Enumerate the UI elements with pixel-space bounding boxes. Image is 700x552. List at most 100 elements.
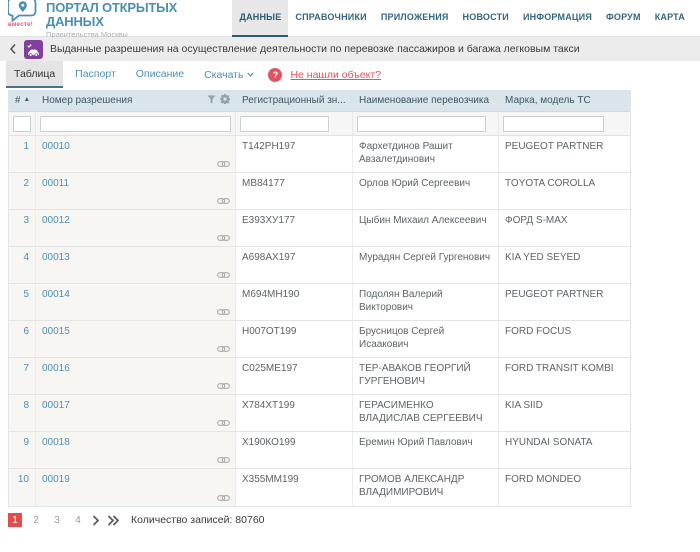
portal-logo[interactable]: вместе! ПОРТАЛ ОТКРЫТЫХ ДАННЫХ Правитель… — [7, 0, 232, 39]
nav-item[interactable]: ДАННЫЕ — [232, 0, 289, 37]
filter-input-model[interactable] — [503, 115, 604, 132]
registration-plate: Х190КО199 — [236, 432, 353, 468]
registration-plate: МВ84177 — [236, 173, 353, 209]
permit-number-link[interactable]: 00016 — [42, 363, 70, 374]
page-button[interactable]: 4 — [75, 514, 81, 526]
link-chain-icon[interactable] — [217, 234, 230, 242]
nav-item[interactable]: НОВОСТИ — [462, 12, 509, 22]
nav-item[interactable]: ФОРУМ — [606, 12, 641, 22]
main-nav: ДАННЫЕ СПРАВОЧНИКИ ПРИЛОЖЕНИЯ НОВОСТИ ИНФОРМ… — [232, 0, 692, 37]
table-row[interactable]: 6 00015 Н007ОТ199 Брусницов Сергей Исаак… — [9, 321, 630, 358]
tab[interactable]: Паспорт — [75, 67, 116, 80]
link-chain-icon[interactable] — [217, 308, 230, 316]
permit-number-link[interactable]: 00018 — [42, 437, 70, 448]
vehicle-model: PEUGEOT PARTNER — [505, 289, 604, 300]
carrier-name: Подолян Валерий Викторович — [353, 284, 499, 320]
table-row[interactable]: 10 00019 Х355ММ199 ГРОМОВ АЛЕКСАНДР ВЛАД… — [9, 469, 630, 506]
filter-input-carrier[interactable] — [357, 115, 486, 132]
permit-number-link[interactable]: 00010 — [42, 141, 70, 152]
download-button[interactable]: Скачать — [196, 61, 262, 88]
table-filter-row — [9, 112, 630, 136]
row-index-link[interactable]: 6 — [23, 326, 29, 337]
carrier-name: ГРОМОВ АЛЕКСАНДР ВЛАДИМИРОВИЧ — [353, 469, 499, 506]
column-header-model[interactable]: Марка, модель ТС — [505, 95, 591, 106]
filter-input-permit[interactable] — [40, 115, 231, 132]
registration-plate: А698АХ197 — [236, 247, 353, 283]
permit-number-link[interactable]: 00017 — [42, 400, 70, 411]
table-row[interactable]: 2 00011 МВ84177 Орлов Юрий Сергеевич TOY… — [9, 173, 630, 210]
table-header-row: # ▲ Номер разрешения Регистрационный зн.… — [9, 90, 630, 112]
filter-input-plate[interactable] — [240, 115, 329, 132]
nav-item[interactable]: КАРТА — [654, 12, 685, 22]
link-chain-icon[interactable] — [217, 271, 230, 279]
column-header-plate[interactable]: Регистрационный зн... — [242, 95, 346, 106]
page-button[interactable]: 2 — [33, 514, 39, 526]
table-row[interactable]: 8 00017 Х784ХТ199 ГЕРАСИМЕНКО ВЛАДИСЛАВ … — [9, 395, 630, 432]
link-chain-icon[interactable] — [217, 494, 230, 502]
table-row[interactable]: 7 00016 С025МЕ197 ТЕР-АВАКОВ ГЕОРГИЙ ГУР… — [9, 358, 630, 395]
permit-number-link[interactable]: 00012 — [42, 215, 70, 226]
link-chain-icon[interactable] — [217, 160, 230, 168]
permit-number-link[interactable]: 00011 — [42, 178, 70, 189]
vehicle-model: HYUNDAI SONATA — [505, 437, 593, 448]
link-chain-icon[interactable] — [217, 382, 230, 390]
filter-input-index[interactable] — [13, 115, 31, 132]
not-found-link[interactable]: Не нашли объект? — [290, 68, 382, 81]
gear-icon[interactable] — [220, 94, 231, 107]
sort-asc-icon[interactable]: ▲ — [23, 96, 30, 104]
row-index-link[interactable]: 1 — [23, 141, 29, 152]
column-header-index[interactable]: # ▲ — [9, 90, 36, 111]
registration-plate: М694МН190 — [236, 284, 353, 320]
site-header: вместе! ПОРТАЛ ОТКРЫТЫХ ДАННЫХ Правитель… — [0, 0, 700, 39]
link-chain-icon[interactable] — [217, 419, 230, 427]
row-index-link[interactable]: 7 — [23, 363, 29, 374]
vehicle-model: FORD TRANSIT KOMBI — [505, 363, 614, 374]
permit-number-link[interactable]: 00014 — [42, 289, 70, 300]
speech-bubble-pin-icon — [7, 0, 38, 26]
row-index-link[interactable]: 2 — [23, 178, 29, 189]
table-row[interactable]: 5 00014 М694МН190 Подолян Валерий Виктор… — [9, 284, 630, 321]
carrier-name: Мурадян Сергей Гургенович — [353, 247, 499, 283]
link-chain-icon[interactable] — [217, 456, 230, 464]
portal-subtitle: Правительства Москвы — [46, 29, 128, 39]
permit-number-link[interactable]: 00015 — [42, 326, 70, 337]
registration-plate: Т142РН197 — [236, 136, 353, 172]
link-chain-icon[interactable] — [217, 197, 230, 205]
next-page-icon[interactable] — [92, 514, 100, 526]
row-index-link[interactable]: 9 — [23, 437, 29, 448]
row-index-link[interactable]: 10 — [17, 474, 29, 485]
nav-item[interactable]: СПРАВОЧНИКИ — [295, 12, 367, 22]
back-button[interactable] — [9, 43, 17, 55]
page-button[interactable]: 3 — [54, 514, 60, 526]
permit-number-link[interactable]: 00013 — [42, 252, 70, 263]
vehicle-model: KIA YED SEYED — [505, 252, 581, 263]
row-index-link[interactable]: 4 — [23, 252, 29, 263]
help-icon[interactable]: ? — [268, 67, 283, 82]
nav-item[interactable]: ПРИЛОЖЕНИЯ — [380, 12, 449, 22]
nav-item[interactable]: ИНФОРМАЦИЯ — [522, 12, 593, 22]
tab[interactable]: Таблица — [6, 61, 64, 88]
taxi-dataset-icon — [24, 39, 43, 59]
last-page-icon[interactable] — [107, 514, 120, 526]
page-button[interactable]: 1 — [8, 513, 22, 527]
vehicle-model: FORD MONDEO — [505, 474, 582, 485]
vehicle-model: FORD FOCUS — [505, 326, 572, 337]
table-row[interactable]: 1 00010 Т142РН197 Фархетдинов Рашит Авза… — [9, 136, 630, 173]
permit-number-link[interactable]: 00019 — [42, 474, 70, 485]
carrier-name: ГЕРАСИМЕНКО ВЛАДИСЛАВ СЕРГЕЕВИЧ — [353, 395, 499, 431]
registration-plate: С025МЕ197 — [236, 358, 353, 394]
filter-funnel-icon[interactable] — [207, 94, 216, 107]
row-index-link[interactable]: 3 — [23, 215, 29, 226]
column-header-permit[interactable]: Номер разрешения — [36, 90, 236, 111]
table-row[interactable]: 4 00013 А698АХ197 Мурадян Сергей Гургено… — [9, 247, 630, 284]
column-header-carrier[interactable]: Наименование перевозчика — [359, 95, 490, 106]
dataset-titlebar: Выданные разрешения на осуществление дея… — [0, 37, 700, 61]
row-index-link[interactable]: 8 — [23, 400, 29, 411]
link-chain-icon[interactable] — [217, 345, 230, 353]
row-index-link[interactable]: 5 — [23, 289, 29, 300]
table-row[interactable]: 9 00018 Х190КО199 Еремин Юрий Павлович H… — [9, 432, 630, 469]
table-row[interactable]: 3 00012 Е393ХУ177 Цыбин Михаил Алексееви… — [9, 210, 630, 247]
tab[interactable]: Описание — [135, 67, 185, 80]
vehicle-model: ФОРД S-MAX — [505, 215, 568, 226]
vehicle-model: TOYOTA COROLLA — [505, 178, 596, 189]
